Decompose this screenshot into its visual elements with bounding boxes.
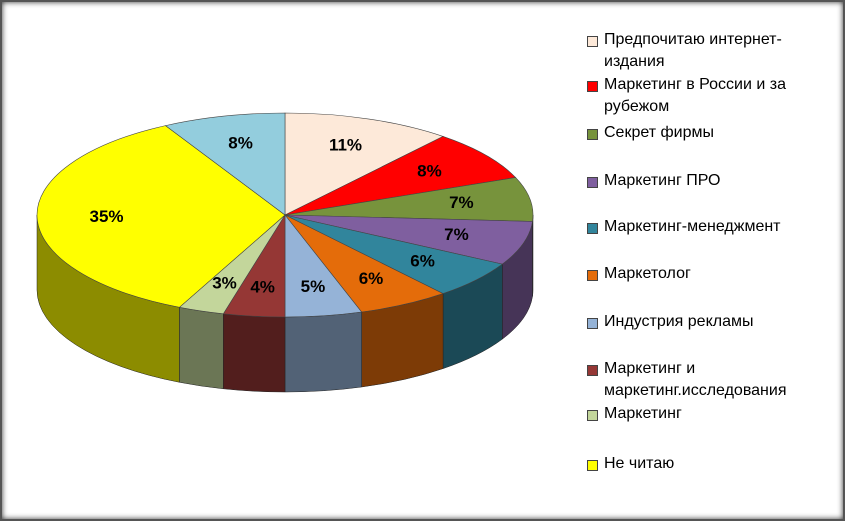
legend-entry: Не читаю [587,453,837,475]
slice [284,177,534,222]
data-label: 4% [250,277,275,296]
legend-swatch [587,81,598,92]
legend-entry: Маркетинг [587,403,837,425]
legend-swatch [587,129,598,140]
legend-label: Индустрия рекламы [604,313,754,330]
data-label: 5% [301,277,326,296]
legend-label: Маркетинг в России и за рубежом [604,76,786,115]
data-label: 6% [359,269,384,288]
slice [284,112,444,216]
legend-swatch [587,36,598,47]
data-label: 3% [212,274,237,293]
data-label: 35% [90,207,124,226]
data-label: 8% [228,133,253,152]
data-label: 11% [329,135,362,154]
legend-entry: Предпочитаю интернет-издания [587,29,837,73]
legend-label: Маркетинг [604,405,682,422]
legend-label: Предпочитаю интернет-издания [604,31,782,70]
slice [164,112,286,216]
slice-side [223,313,286,393]
slice [36,125,286,308]
legend-swatch [587,410,598,421]
legend-label: Маркетинг-менеджмент [604,218,781,235]
slice [284,136,517,216]
legend-swatch [587,318,598,329]
legend-label: Маркетинг и маркетинг.исследования [604,360,787,399]
legend-entry: Индустрия рекламы [587,311,837,333]
legend-swatch [587,460,598,471]
data-label: 7% [444,225,469,244]
data-label: 7% [449,193,474,212]
legend-label: Секрет фирмы [604,124,714,141]
legend-swatch [587,177,598,188]
legend-entry: Маркетинг-менеджмент [587,216,837,238]
legend-entry: Маркетинг ПРО [587,170,837,192]
slice-side [179,306,224,390]
legend-swatch [587,223,598,234]
legend-label: Не читаю [604,455,675,472]
legend-entry: Маркетолог [587,263,837,285]
legend-swatch [587,365,598,376]
legend-entry: Секрет фирмы [587,122,837,144]
data-label: 6% [410,251,435,270]
legend-swatch [587,270,598,281]
slice [284,214,533,265]
slice-side [284,311,362,393]
legend-entry: Маркетинг и маркетинг.исследования [587,358,837,402]
data-label: 8% [417,161,442,180]
legend-label: Маркетолог [604,265,691,282]
legend-label: Маркетинг ПРО [604,172,721,189]
legend-entry: Маркетинг в России и за рубежом [587,74,837,118]
